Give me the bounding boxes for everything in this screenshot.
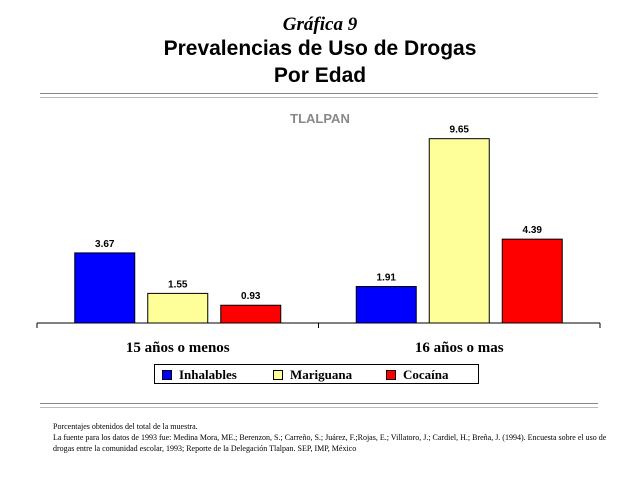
- value-label-cocaina-2: 4.39: [523, 225, 543, 236]
- top-divider-secondary: [40, 97, 598, 98]
- legend-swatch-mariguana: [273, 370, 283, 380]
- bottom-divider: [40, 403, 598, 404]
- legend-label-mariguana: Mariguana: [290, 367, 353, 382]
- top-divider: [40, 93, 598, 94]
- category-label-2: 16 años o mas: [415, 340, 504, 356]
- legend-swatch-cocaina: [386, 370, 396, 380]
- footnote-source: La fuente para los datos de 1993 fue: Me…: [53, 433, 607, 453]
- bar-mariguana-1: [147, 292, 209, 324]
- footnotes: Porcentajes obtenidos del total de la mu…: [53, 421, 623, 454]
- chart-title-line2: Por Edad: [273, 64, 367, 87]
- chart-title-line1: Prevalencias de Uso de Drogas: [163, 37, 477, 60]
- footnote-sample: Porcentajes obtenidos del total de la mu…: [53, 422, 198, 431]
- bar-inhalables-1: [74, 252, 136, 324]
- legend: Inhalables Mariguana Cocaína: [154, 364, 479, 384]
- legend-swatch-inhalables: [162, 370, 172, 380]
- bar-mariguana-2: [428, 138, 490, 324]
- legend-label-inhalables: Inhalables: [179, 367, 237, 382]
- bar-cocaina-2: [501, 238, 563, 324]
- value-label-cocaina-1: 0.93: [241, 291, 261, 302]
- value-label-inhalables-1: 3.67: [95, 239, 115, 250]
- value-label-inhalables-2: 1.91: [377, 273, 397, 284]
- chart-number: Gráfica 9: [282, 14, 358, 35]
- category-label-1: 15 años o menos: [126, 340, 230, 356]
- chart-subtitle: TLALPAN: [290, 111, 350, 126]
- bar-inhalables-2: [355, 286, 417, 324]
- value-label-mariguana-1: 1.55: [168, 279, 188, 290]
- bottom-divider-secondary: [40, 407, 598, 408]
- legend-label-cocaina: Cocaína: [403, 367, 449, 382]
- bar-cocaina-1: [220, 304, 282, 324]
- value-label-mariguana-2: 9.65: [450, 125, 470, 136]
